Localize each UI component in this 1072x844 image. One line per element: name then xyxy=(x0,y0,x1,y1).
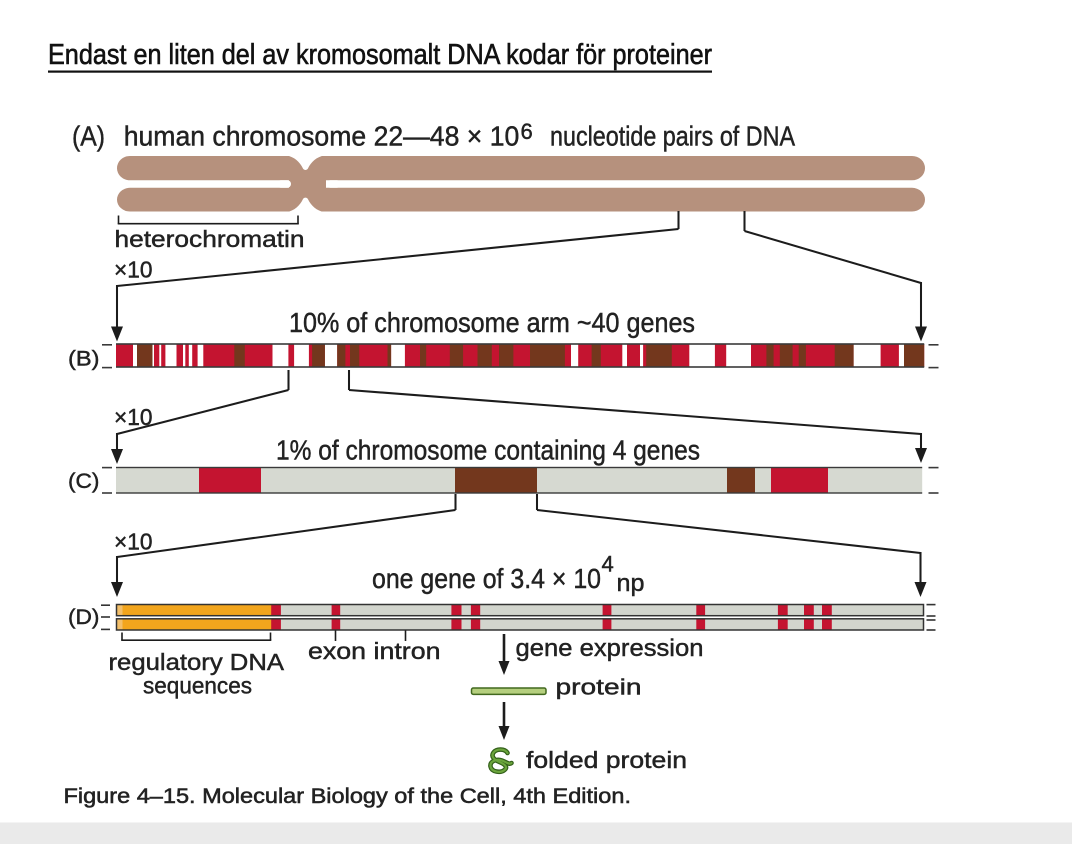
svg-text:×10: ×10 xyxy=(114,257,153,283)
svg-text:×10: ×10 xyxy=(114,529,153,555)
svg-text:1% of chromosome containing 4: 1% of chromosome containing 4 genes xyxy=(276,435,700,466)
svg-text:(C): (C) xyxy=(68,469,100,493)
svg-text:(B): (B) xyxy=(68,346,100,370)
svg-text:(A): (A) xyxy=(72,121,105,152)
svg-text:gene expression: gene expression xyxy=(516,635,704,662)
svg-text:×10: ×10 xyxy=(114,404,153,430)
svg-text:(D): (D) xyxy=(68,605,100,629)
svg-text:4: 4 xyxy=(602,552,614,577)
svg-text:regulatory DNA: regulatory DNA xyxy=(109,649,285,675)
svg-text:Endast en liten del av kromoso: Endast en liten del av kromosomalt DNA k… xyxy=(48,39,712,71)
svg-text:one gene of 3.4 × 10: one gene of 3.4 × 10 xyxy=(372,563,601,594)
svg-text:6: 6 xyxy=(521,119,533,144)
svg-text:10% of chromosome arm ~40 gene: 10% of chromosome arm ~40 genes xyxy=(289,307,695,338)
svg-text:sequences: sequences xyxy=(143,673,252,699)
svg-text:Figure 4–15. Molecular Biology: Figure 4–15. Molecular Biology of the Ce… xyxy=(64,784,632,808)
svg-text:exon intron: exon intron xyxy=(308,638,441,664)
svg-text:protein: protein xyxy=(556,675,642,700)
svg-text:nucleotide pairs of DNA: nucleotide pairs of DNA xyxy=(550,121,796,152)
svg-text:folded protein: folded protein xyxy=(526,747,687,773)
svg-text:human chromosome 22—48 × 10: human chromosome 22—48 × 10 xyxy=(124,121,520,152)
svg-text:heterochromatin: heterochromatin xyxy=(115,226,305,252)
svg-text:np: np xyxy=(617,570,645,597)
